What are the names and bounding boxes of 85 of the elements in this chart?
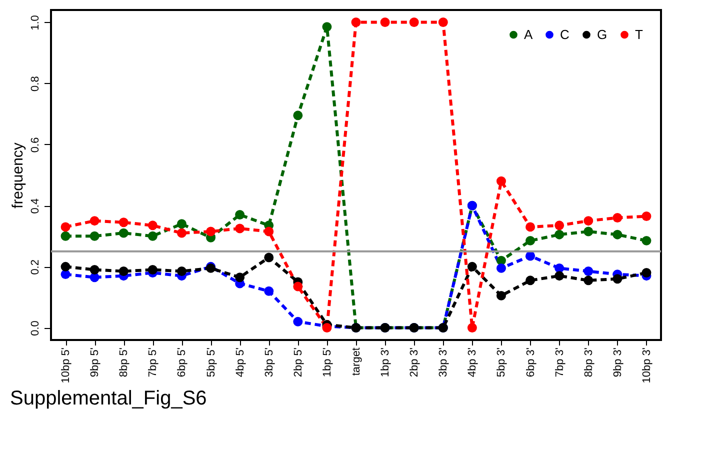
legend-label: T [635, 26, 643, 42]
point [90, 216, 100, 226]
point [60, 262, 70, 272]
point [584, 226, 594, 236]
point [612, 274, 622, 284]
x-tick-label: 8bp 5' [118, 348, 130, 378]
legend-label: A [524, 26, 533, 42]
y-tick-label: 1.0 [30, 15, 42, 30]
point [642, 212, 652, 221]
point [612, 230, 622, 240]
y-tick-label: 0.6 [30, 137, 42, 153]
x-tick-label: 4bp 5' [234, 348, 246, 378]
point [467, 262, 477, 272]
x-tick-label: target [350, 348, 362, 376]
x-tick-label: 8bp 3' [582, 348, 595, 378]
point [380, 17, 390, 27]
y-tick-label: 0.4 [30, 198, 42, 214]
point [584, 266, 594, 276]
point [554, 230, 564, 240]
x-tick-label: 10bp 5' [60, 348, 72, 384]
point [176, 228, 186, 238]
point [206, 226, 216, 236]
x-tick-label: 3bp 5' [263, 348, 276, 378]
point [526, 276, 536, 286]
point [496, 263, 506, 273]
point [264, 226, 274, 236]
legend-label: G [597, 26, 608, 42]
x-tick-label: 7bp 5' [147, 348, 160, 378]
point [409, 17, 419, 27]
x-tick-label: 1bp 3' [380, 348, 392, 378]
point [584, 276, 594, 286]
point [438, 17, 448, 27]
x-tick-label: 7bp 3' [554, 348, 566, 378]
x-tick-label: 9bp 5' [89, 348, 102, 378]
point [118, 218, 128, 228]
point [612, 213, 622, 223]
point [526, 222, 536, 232]
point [90, 231, 100, 241]
point [90, 264, 100, 274]
y-axis-title: frequency [10, 142, 26, 208]
point [118, 228, 128, 238]
point [496, 176, 506, 186]
point [235, 272, 245, 282]
point [642, 268, 652, 278]
x-tick-label: 5bp 3' [496, 348, 508, 378]
point [496, 290, 506, 300]
point [293, 282, 303, 292]
point [467, 323, 477, 333]
text: Supplemental_Fig_S6 [10, 388, 207, 410]
x-tick-label: 4bp 3' [466, 348, 479, 378]
point [148, 264, 158, 274]
point [526, 236, 536, 246]
point [554, 220, 564, 230]
point [642, 236, 652, 246]
point [176, 266, 186, 276]
point [584, 216, 594, 226]
point [148, 220, 158, 230]
point [554, 271, 564, 281]
y-tick-label: 0.0 [30, 320, 42, 336]
point [235, 210, 245, 220]
x-tick-label: 6bp 3' [524, 348, 537, 378]
point [351, 17, 361, 27]
y-tick-label: 0.8 [30, 76, 42, 92]
x-tick-label: 10bp 3' [640, 348, 653, 384]
point [293, 316, 303, 326]
x-tick-label: 3bp 3' [438, 348, 450, 378]
point [235, 224, 245, 234]
point [264, 252, 274, 262]
point [554, 263, 564, 273]
legend-label: C [560, 26, 570, 42]
point [60, 231, 70, 241]
x-tick-label: 6bp 5' [176, 348, 188, 378]
x-tick-label: 9bp 3' [612, 348, 624, 378]
point [148, 231, 158, 241]
point [264, 286, 274, 296]
point [176, 219, 186, 229]
point [118, 266, 128, 276]
point [60, 222, 70, 232]
point [293, 110, 303, 120]
point [322, 22, 332, 32]
x-tick-label: 2bp 5' [292, 348, 304, 378]
y-tick-label: 0.2 [30, 260, 42, 275]
x-tick-label: 5bp 5' [205, 348, 218, 378]
x-tick-label: 1bp 5' [321, 348, 334, 378]
x-tick-label: 2bp 3' [408, 348, 421, 378]
